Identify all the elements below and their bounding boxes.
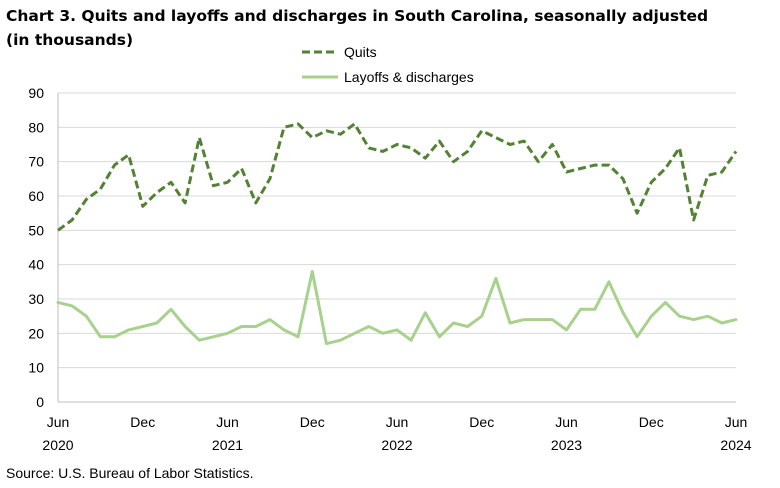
legend: Quits Layoffs & discharges [302, 44, 474, 85]
layoffs-discharges-line [56, 270, 738, 346]
x-tick-label: Dec [130, 414, 155, 430]
x-tick-label: Jun [216, 414, 239, 430]
y-axis-tick-labels: 0 10 20 30 40 50 60 70 80 90 [28, 85, 44, 410]
y-tick-label: 0 [36, 394, 44, 410]
y-tick-label: 10 [28, 360, 44, 376]
legend-label: Quits [344, 44, 377, 60]
quits-line [57, 122, 738, 232]
y-tick-label: 60 [28, 188, 44, 204]
legend-label: Layoffs & discharges [344, 69, 474, 85]
x-tick-label: Jun [47, 414, 70, 430]
x-tick-year-label: 2021 [212, 437, 243, 453]
x-tick-label: Dec [639, 414, 664, 430]
y-tick-label: 40 [28, 257, 44, 273]
y-tick-label: 90 [28, 85, 44, 101]
x-tick-label: Jun [725, 414, 748, 430]
x-tick-year-label: 2023 [551, 437, 582, 453]
y-tick-label: 70 [28, 154, 44, 170]
x-tick-year-label: 2024 [720, 437, 751, 453]
y-tick-label: 30 [28, 291, 44, 307]
x-tick-year-label: 2022 [381, 437, 412, 453]
y-tick-label: 50 [28, 222, 44, 238]
gridlines [58, 92, 736, 369]
x-tick-label: Jun [555, 414, 578, 430]
y-tick-label: 20 [28, 325, 44, 341]
y-tick-label: 80 [28, 119, 44, 135]
series-lines [56, 122, 738, 346]
axes [57, 93, 736, 403]
x-tick-label: Dec [300, 414, 325, 430]
x-tick-label: Jun [386, 414, 409, 430]
x-tick-label: Dec [469, 414, 494, 430]
x-tick-year-label: 2020 [42, 437, 73, 453]
x-axis-tick-labels: Jun 2020 Dec Jun 2021 Dec Jun 2022 Dec Jun 2023 Dec… [42, 414, 751, 453]
source-note: Source: U.S. Bureau of Labor Statistics. [6, 465, 254, 481]
chart-title: Chart 3. Quits and layoffs and discharge… [6, 7, 709, 49]
